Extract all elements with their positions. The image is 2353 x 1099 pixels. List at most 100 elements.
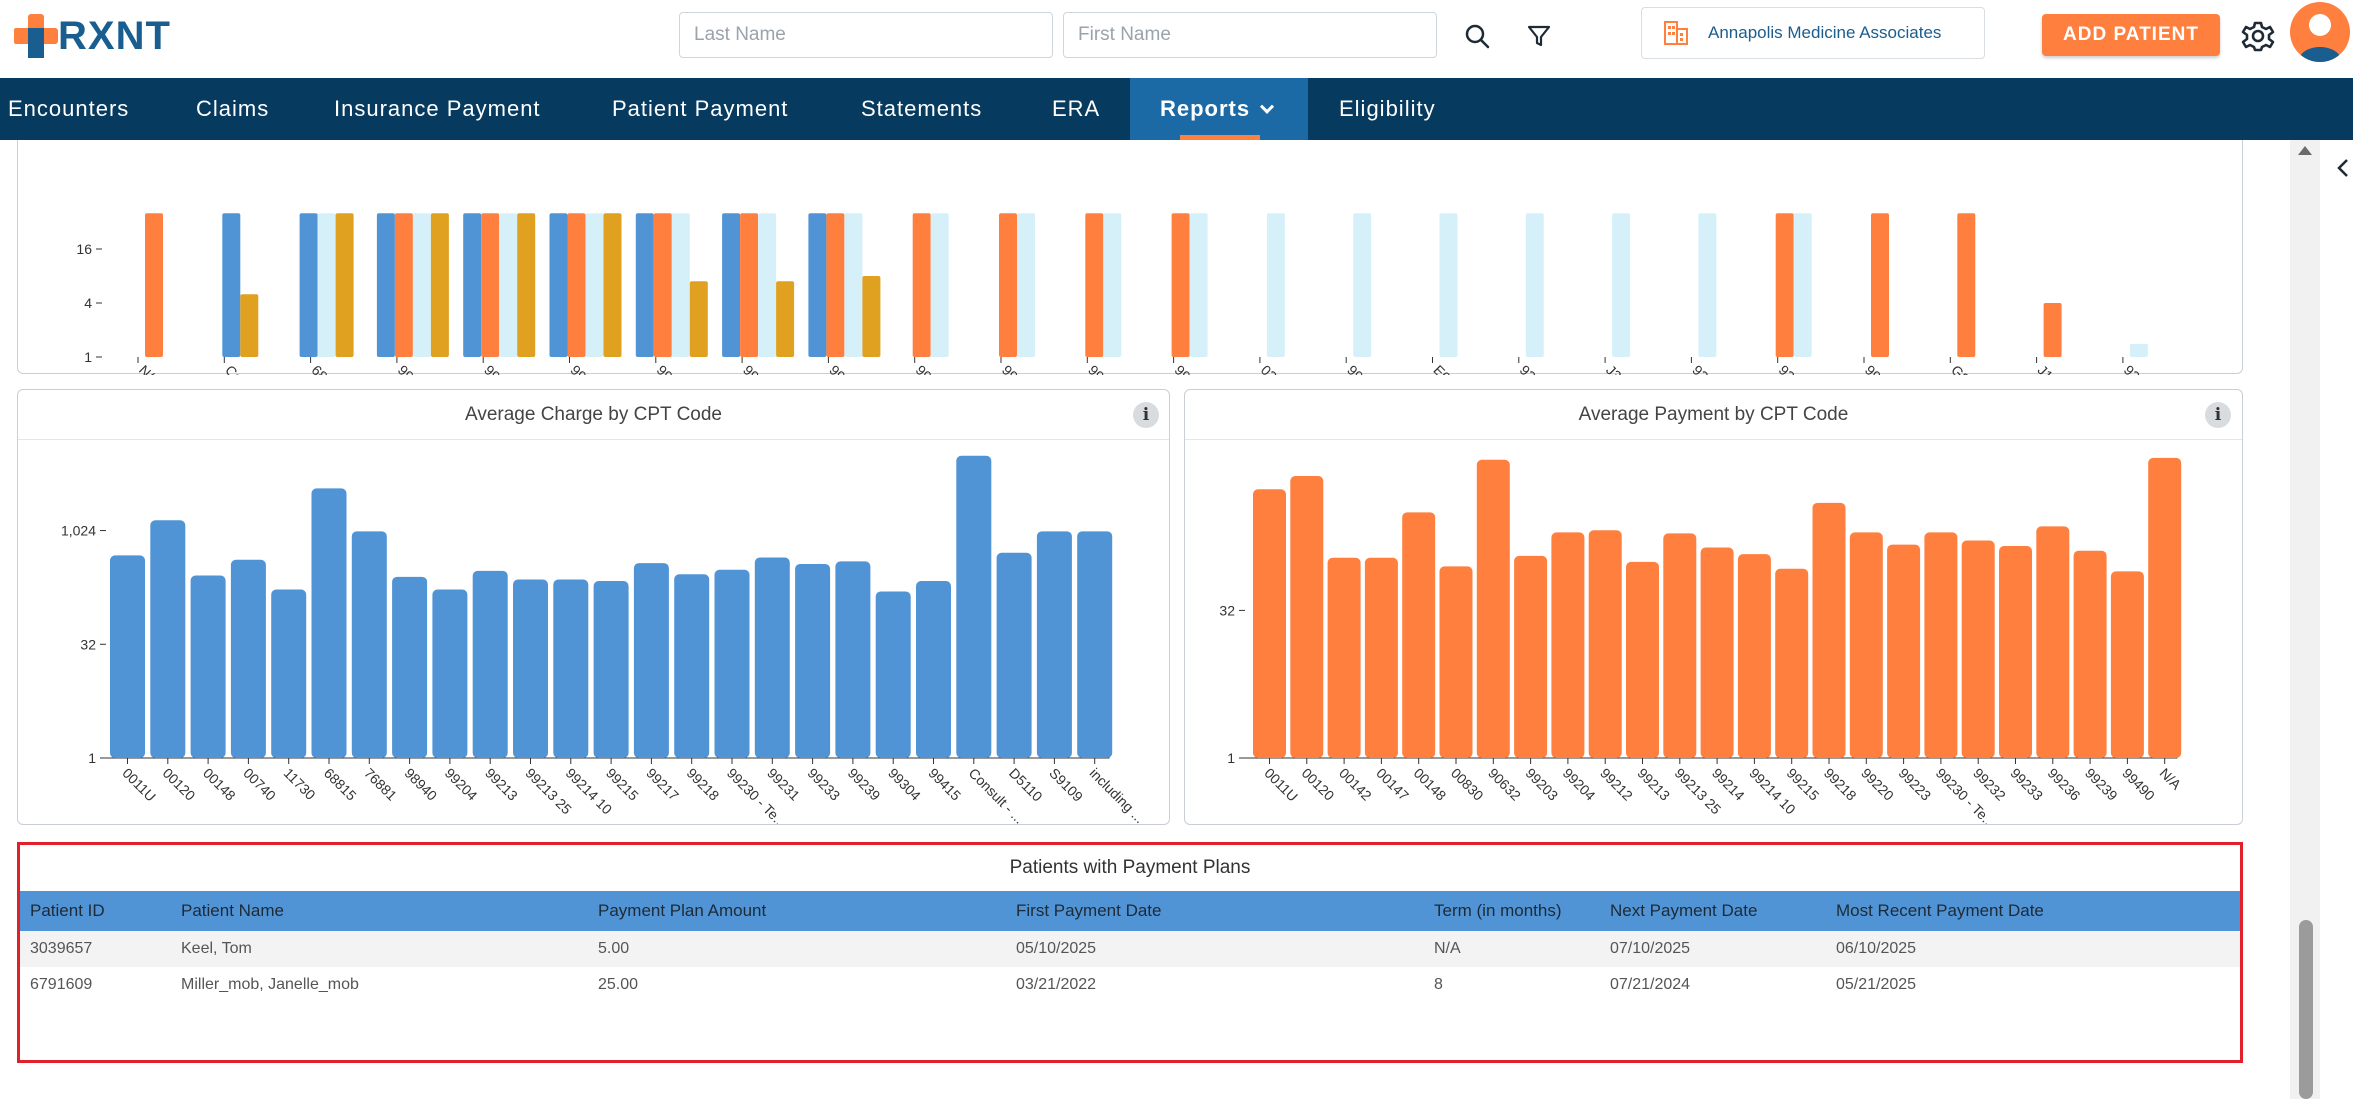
chevron-down-icon: [1260, 99, 1275, 114]
bar: [1476, 459, 1510, 758]
x-tick-label: 92591: [1776, 362, 1815, 375]
bar: [392, 576, 428, 758]
y-tick-label: 32: [1219, 602, 1235, 618]
bar: [222, 213, 241, 357]
x-tick-label: 99213 25: [567, 362, 620, 375]
bar: [553, 579, 589, 758]
x-tick-label: 99218: [1821, 765, 1860, 804]
x-tick-label: N/A: [136, 362, 164, 375]
reports-content: 1 4 16 N/A Consult - ... 68815 99213 99214 10 99…: [0, 140, 2290, 1099]
info-icon[interactable]: i: [2205, 402, 2231, 428]
x-tick-label: 92592: [2121, 362, 2160, 375]
bar: [603, 213, 622, 357]
bar: [671, 213, 690, 357]
bar: [844, 213, 863, 357]
bar: [1924, 532, 1958, 758]
x-tick-label: 99304: [885, 765, 924, 804]
bar: [1700, 547, 1734, 758]
bar: [808, 213, 827, 357]
col-most-recent-payment-date[interactable]: Most Recent Payment Date: [1836, 901, 2044, 920]
table-row[interactable]: 6791609 Miller_mob, Janelle_mob 25.00 03…: [20, 967, 2240, 1003]
x-tick-label: N/A: [2157, 765, 2185, 793]
bar: [999, 213, 1017, 357]
bar: [674, 574, 710, 758]
bar: [1999, 546, 2032, 758]
nav-claims[interactable]: Claims: [196, 96, 270, 121]
x-tick-label: 99220: [999, 362, 1038, 375]
scrollbar-thumb[interactable]: [2299, 920, 2313, 1099]
settings-button[interactable]: [2238, 16, 2278, 56]
filter-button[interactable]: [1519, 16, 1559, 56]
info-icon[interactable]: i: [1133, 402, 1159, 428]
bar: [2110, 571, 2144, 758]
x-tick-label: 00142: [1336, 765, 1375, 804]
bar: [1353, 213, 1372, 357]
user-icon: [2298, 14, 2342, 62]
bar: [826, 213, 845, 357]
col-patient-name[interactable]: Patient Name: [181, 901, 284, 920]
nav-era[interactable]: ERA: [1052, 96, 1101, 121]
x-tick-label: 99204: [1560, 765, 1599, 804]
bar: [1588, 530, 1622, 758]
cell-first-payment-date: 05/10/2025: [1016, 940, 1097, 957]
bar: [110, 555, 145, 758]
bar: [862, 276, 881, 357]
x-tick-label: 99213: [1634, 765, 1673, 804]
chevron-left-icon[interactable]: [2336, 158, 2350, 178]
first-name-input[interactable]: [1063, 12, 1437, 58]
table-row[interactable]: 3039657 Keel, Tom 5.00 05/10/2025 N/A 07…: [20, 931, 2240, 967]
cell-patient-id: 6791609: [30, 976, 93, 993]
y-tick-label: 4: [84, 295, 92, 311]
y-tick-label: 1,024: [61, 523, 96, 539]
col-patient-id[interactable]: Patient ID: [30, 901, 105, 920]
payment-plans-panel: Patients with Payment Plans Patient ID P…: [17, 842, 2243, 1063]
col-payment-plan-amount[interactable]: Payment Plan Amount: [598, 901, 767, 920]
bar: [1017, 213, 1035, 357]
bar: [513, 579, 548, 758]
building-icon: [1664, 21, 1688, 45]
bar: [795, 563, 831, 758]
bar: [499, 213, 518, 357]
logo-text: RXNT: [58, 14, 171, 58]
nav-reports[interactable]: Reports: [1130, 78, 1308, 140]
bar: [335, 213, 354, 357]
bar: [1514, 555, 1548, 758]
bar: [1327, 557, 1361, 758]
x-tick-label: 00120: [1299, 765, 1338, 804]
col-next-payment-date[interactable]: Next Payment Date: [1610, 901, 1758, 920]
bar: [1103, 213, 1122, 357]
nav-encounters[interactable]: Encounters: [8, 96, 130, 121]
bar: [1189, 213, 1208, 357]
x-tick-label: 68815: [321, 765, 360, 804]
search-button[interactable]: [1457, 16, 1497, 56]
average-charge-title: Average Charge by CPT Code: [18, 390, 1169, 440]
x-tick-label: 99218: [684, 765, 723, 804]
x-tick-label: 00830: [1448, 765, 1487, 804]
bar: [1077, 531, 1113, 758]
x-tick-label: 11730: [281, 765, 319, 803]
bar: [1085, 213, 1104, 357]
x-tick-label: 99223: [1895, 765, 1934, 804]
last-name-input[interactable]: [679, 12, 1053, 58]
add-patient-button[interactable]: ADD PATIENT: [2042, 14, 2220, 56]
nav-patient-payment[interactable]: Patient Payment: [612, 96, 789, 121]
bar: [1812, 502, 1846, 758]
nav-insurance-payment[interactable]: Insurance Payment: [334, 96, 541, 121]
x-tick-label: 99223: [913, 362, 952, 375]
cell-payment-plan-amount: 25.00: [598, 976, 639, 993]
bar: [351, 531, 387, 758]
practice-selector[interactable]: Annapolis Medicine Associates: [1641, 7, 1985, 59]
bar: [930, 213, 949, 357]
nav-statements[interactable]: Statements: [861, 96, 983, 121]
scroll-up-icon[interactable]: [2298, 146, 2312, 155]
user-avatar[interactable]: [2290, 2, 2350, 62]
bar: [1793, 213, 1812, 357]
search-icon: [1465, 24, 1490, 49]
bar: [472, 570, 508, 758]
col-first-payment-date[interactable]: First Payment Date: [1016, 901, 1162, 920]
app-logo[interactable]: RXNT: [10, 8, 190, 64]
nav-eligibility[interactable]: Eligibility: [1339, 96, 1436, 121]
filter-icon: [1527, 25, 1551, 47]
col-term-months[interactable]: Term (in months): [1434, 901, 1562, 920]
bar: [1525, 213, 1544, 357]
